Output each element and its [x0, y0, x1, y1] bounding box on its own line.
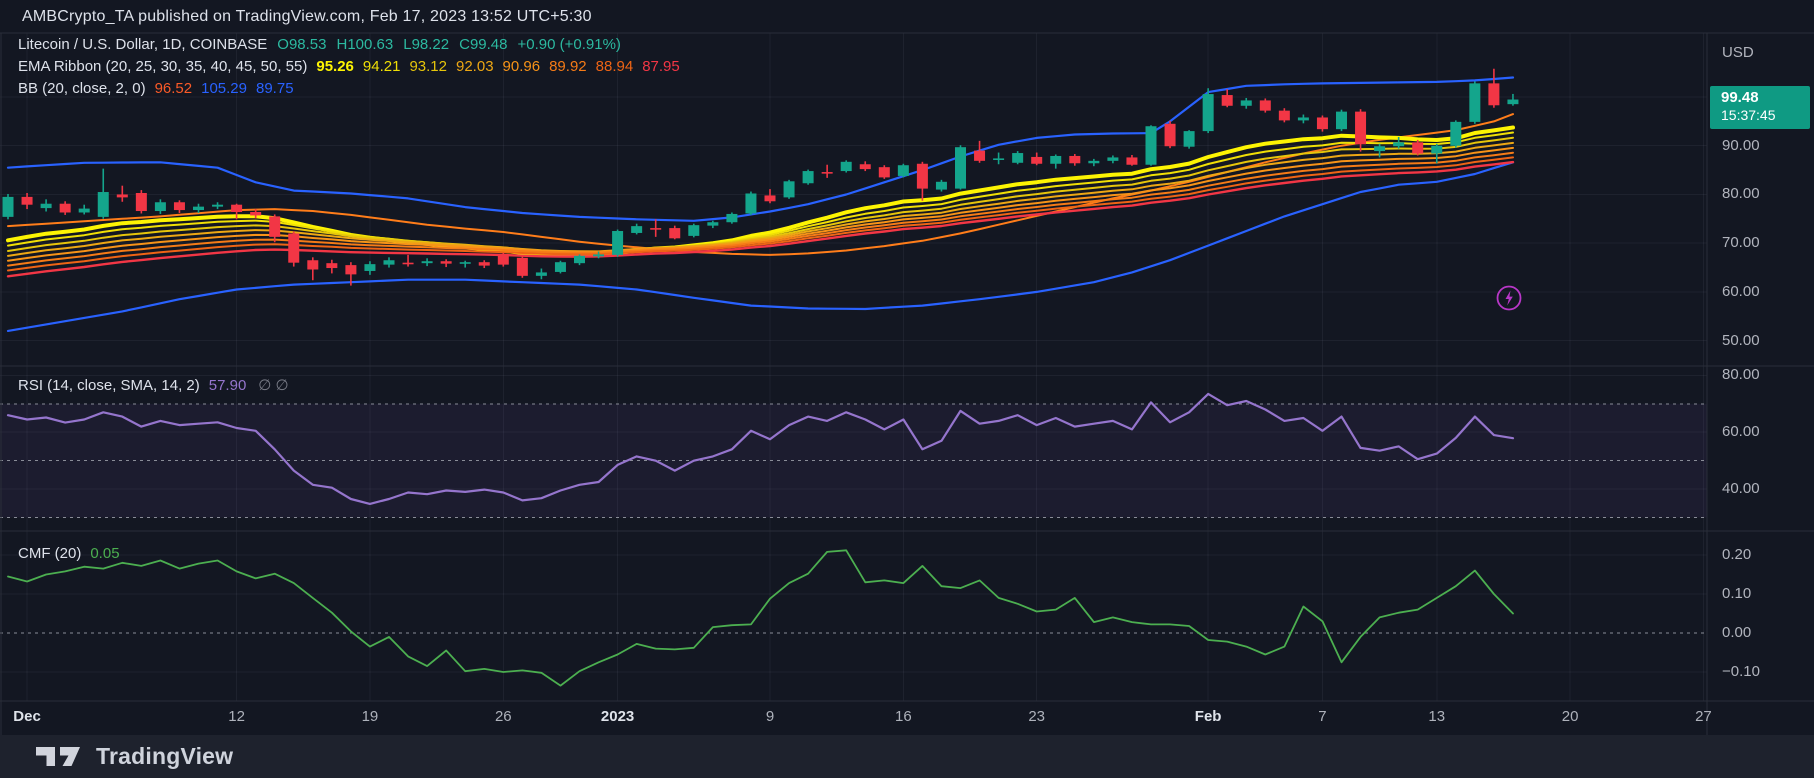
current-price-badge: 99.48 15:37:45 [1710, 85, 1810, 129]
time-axis-label: 26 [494, 708, 512, 725]
time-axis-label: 13 [1428, 708, 1446, 725]
ema-value: 95.26 [316, 58, 354, 75]
ema-ribbon-values: 95.26 94.21 93.12 92.03 90.96 89.92 88.94 87.95 [307, 58, 679, 75]
chart-area[interactable]: Litecoin / U.S. Dollar, 1D, COINBASE O98.… [0, 0, 1814, 735]
footer-bar: TradingView [0, 735, 1814, 778]
symbol-title: Litecoin / U.S. Dollar, 1D, COINBASE [18, 36, 268, 53]
time-axis-label: 12 [228, 708, 245, 725]
time-axis-label: 27 [1695, 708, 1712, 725]
rsi-title: RSI (14, close, SMA, 14, 2) [18, 377, 200, 394]
bollinger-legend-row[interactable]: BB (20, close, 2, 0) 96.52 105.29 89.75 [18, 80, 294, 97]
ema-value: 88.94 [595, 58, 634, 75]
bb-value: 105.29 [201, 80, 247, 97]
bb-value: 96.52 [154, 80, 193, 97]
time-axis-label: Feb [1194, 708, 1222, 725]
time-axis-label: 7 [1318, 708, 1327, 725]
rsi-hidden-values: ∅ ∅ [258, 377, 289, 394]
ema-value: 93.12 [409, 58, 447, 75]
bollinger-title: BB (20, close, 2, 0) [18, 80, 146, 97]
time-axis-label: 16 [895, 708, 912, 725]
time-axis-label: 9 [765, 708, 775, 725]
ema-ribbon-legend-row[interactable]: EMA Ribbon (20, 25, 30, 35, 40, 45, 50, … [18, 58, 680, 75]
time-axis-label: 19 [361, 708, 379, 725]
ema-value: 92.03 [456, 58, 494, 75]
flash-boost-icon[interactable] [1494, 283, 1524, 313]
rsi-legend-row[interactable]: RSI (14, close, SMA, 14, 2) 57.90 ∅ ∅ [18, 376, 289, 394]
time-axis-label: 2023 [600, 708, 635, 725]
cmf-value: 0.05 [90, 545, 120, 562]
bar-countdown: 15:37:45 [1721, 106, 1776, 123]
tradingview-logo-icon[interactable] [36, 743, 82, 770]
tradingview-wordmark[interactable]: TradingView [96, 743, 234, 769]
cmf-legend-row[interactable]: CMF (20) 0.05 [18, 545, 120, 562]
time-axis-label: Dec [13, 708, 41, 725]
bollinger-values: 96.52 105.29 89.75 [146, 80, 294, 97]
lightning-bolt-icon [1505, 290, 1513, 306]
time-axis-label: 23 [1028, 708, 1046, 725]
publish-header-text: AMBCrypto_TA published on TradingView.co… [22, 8, 592, 25]
ohlc-values: O98.53 H100.63 L98.22 C99.48 [277, 36, 508, 53]
current-price: 99.48 [1721, 88, 1759, 106]
symbol-legend-row[interactable]: Litecoin / U.S. Dollar, 1D, COINBASE O98.… [18, 36, 621, 53]
cmf-title: CMF (20) [18, 545, 82, 562]
publish-header: AMBCrypto_TA published on TradingView.co… [22, 8, 592, 30]
bb-value: 89.75 [256, 80, 294, 97]
ema-ribbon-title: EMA Ribbon (20, 25, 30, 35, 40, 45, 50, … [18, 58, 308, 75]
price-chart-canvas[interactable] [0, 0, 1814, 735]
ema-value: 90.96 [502, 58, 541, 75]
time-axis-label: 20 [1561, 708, 1579, 725]
change-value: +0.90 (+0.91%) [517, 36, 621, 53]
ema-value: 94.21 [362, 58, 401, 75]
ema-value: 89.92 [549, 58, 587, 75]
rsi-value: 57.90 [208, 377, 247, 394]
ema-value: 87.95 [642, 58, 680, 75]
